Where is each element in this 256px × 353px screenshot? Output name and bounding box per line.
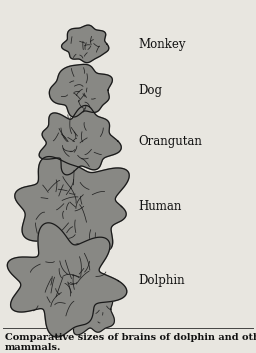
Polygon shape xyxy=(69,283,114,335)
Text: Dog: Dog xyxy=(138,84,162,96)
Polygon shape xyxy=(15,156,129,251)
Polygon shape xyxy=(62,25,109,62)
Polygon shape xyxy=(39,106,121,175)
Text: Orangutan: Orangutan xyxy=(138,135,202,148)
Text: Human: Human xyxy=(138,200,182,213)
Polygon shape xyxy=(49,64,112,117)
Text: Monkey: Monkey xyxy=(138,38,186,50)
Text: Comparative sizes of brains of dolphin and other
mammals.: Comparative sizes of brains of dolphin a… xyxy=(5,333,256,352)
Polygon shape xyxy=(7,223,127,337)
Text: Dolphin: Dolphin xyxy=(138,274,185,287)
